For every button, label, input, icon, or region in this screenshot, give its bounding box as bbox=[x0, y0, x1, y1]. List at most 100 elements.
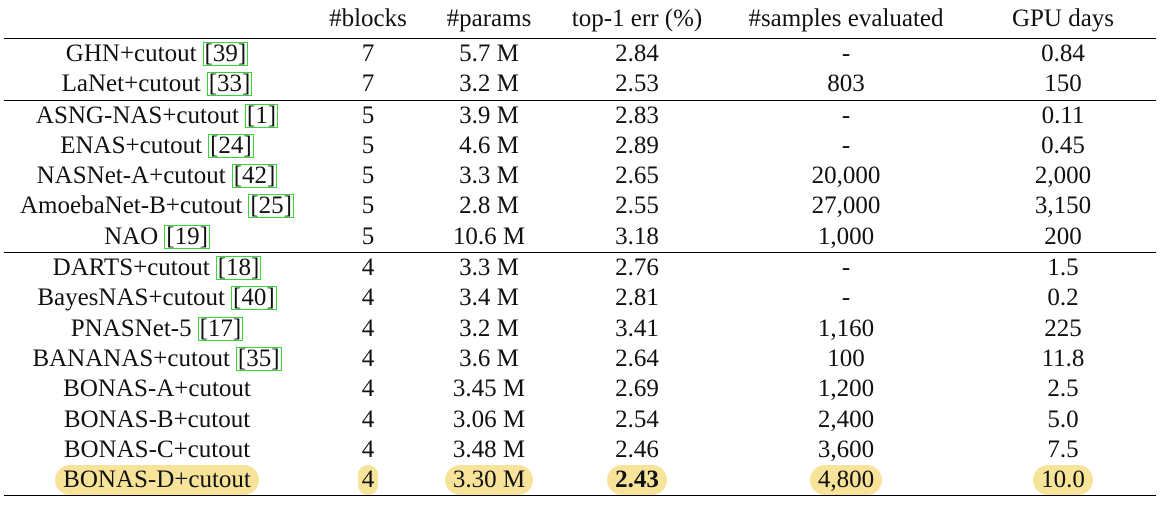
table-row: BONAS-B+cutout 4 3.06 M 2.54 2,400 5.0 bbox=[4, 405, 1156, 435]
params-cell: 3.2 M bbox=[459, 70, 519, 98]
citation-link[interactable]: [25] bbox=[248, 192, 295, 220]
method-name: BONAS-C+cutout bbox=[63, 435, 251, 463]
blocks-cell: 5 bbox=[361, 192, 375, 220]
gpu-cell: 150 bbox=[1044, 70, 1082, 98]
method-cell: DARTS+cutout [18] bbox=[4, 252, 310, 284]
citation-link[interactable]: [42] bbox=[231, 162, 278, 190]
highlighted-method-name: BONAS-D+cutout bbox=[55, 465, 259, 496]
err-cell: 3.41 bbox=[615, 314, 659, 342]
citation-link[interactable]: [35] bbox=[235, 344, 282, 372]
citation-link[interactable]: [24] bbox=[208, 131, 254, 159]
samples-cell: 27,000 bbox=[811, 192, 881, 220]
citation-link[interactable]: [33] bbox=[206, 70, 253, 98]
citation-link[interactable]: [19] bbox=[164, 222, 210, 250]
table-row: PNASNet-5 [17] 4 3.2 M 3.41 1,160 225 bbox=[4, 314, 1156, 344]
method-cell: PNASNet-5 [17] bbox=[4, 314, 310, 344]
table-row: AmoebaNet-B+cutout [25] 5 2.8 M 2.55 27,0… bbox=[4, 191, 1156, 221]
gpu-cell: 2,000 bbox=[1034, 162, 1092, 190]
params-cell: 3.30 M bbox=[426, 465, 552, 497]
params-cell: 3.48 M bbox=[452, 435, 526, 463]
table-row: ASNG-NAS+cutout [1] 5 3.9 M 2.83 - 0.11 bbox=[4, 99, 1156, 131]
gpu-cell: 10.0 bbox=[970, 465, 1156, 497]
method-cell: BONAS-C+cutout bbox=[4, 435, 310, 465]
citation-link[interactable]: [18] bbox=[215, 254, 262, 282]
gpu-cell: 5.0 bbox=[1047, 405, 1079, 433]
method-cell: BONAS-D+cutout bbox=[4, 465, 310, 497]
method-cell: BANANAS+cutout [35] bbox=[4, 344, 310, 374]
samples-cell: - bbox=[841, 131, 851, 159]
method-name: BayesNAS+cutout bbox=[37, 284, 226, 312]
header-top1-err: top-1 err (%) bbox=[552, 0, 722, 39]
citation-link[interactable]: [17] bbox=[197, 314, 244, 342]
method-cell: LaNet+cutout [33] bbox=[4, 69, 310, 100]
header-gpu-days: GPU days bbox=[970, 0, 1156, 39]
method-name: NASNet-A+cutout bbox=[36, 162, 226, 190]
method-name: NAO bbox=[104, 222, 159, 250]
err-cell: 2.53 bbox=[615, 70, 659, 98]
samples-cell: - bbox=[841, 284, 851, 312]
err-cell: 2.64 bbox=[615, 344, 659, 372]
gpu-cell: 225 bbox=[1044, 314, 1082, 342]
err-cell: 3.18 bbox=[615, 222, 659, 250]
citation-link[interactable]: [39] bbox=[202, 40, 249, 67]
gpu-cell: 2.5 bbox=[1047, 375, 1079, 403]
method-cell: BONAS-B+cutout bbox=[4, 405, 310, 435]
blocks-cell: 4 bbox=[361, 314, 375, 342]
table-row: BONAS-A+cutout 4 3.45 M 2.69 1,200 2.5 bbox=[4, 374, 1156, 404]
method-name: PNASNet-5 bbox=[70, 314, 192, 342]
samples-cell: 2,400 bbox=[817, 405, 875, 433]
method-name: BONAS-B+cutout bbox=[63, 405, 251, 433]
citation-link[interactable]: [40] bbox=[231, 284, 277, 312]
method-name: ENAS+cutout bbox=[60, 131, 203, 159]
params-cell: 3.4 M bbox=[459, 284, 519, 312]
highlighted-blocks: 4 bbox=[357, 465, 379, 496]
method-cell: ENAS+cutout [24] bbox=[4, 131, 310, 161]
table-row: LaNet+cutout [33] 7 3.2 M 2.53 803 150 bbox=[4, 69, 1156, 100]
header-method bbox=[4, 0, 310, 39]
method-name: BONAS-A+cutout bbox=[63, 375, 251, 403]
method-cell: NAO [19] bbox=[4, 222, 310, 253]
gpu-cell: 0.84 bbox=[1041, 40, 1085, 67]
samples-cell: 100 bbox=[827, 344, 865, 372]
highlighted-params: 3.30 M bbox=[444, 465, 534, 496]
blocks-cell: 7 bbox=[361, 70, 375, 98]
table-row: ENAS+cutout [24] 5 4.6 M 2.89 - 0.45 bbox=[4, 131, 1156, 161]
gpu-cell: 1.5 bbox=[970, 252, 1156, 284]
params-cell: 10.6 M bbox=[452, 222, 526, 250]
samples-cell: 20,000 bbox=[811, 162, 881, 190]
blocks-cell: 4 bbox=[361, 435, 375, 463]
params-cell: 3.6 M bbox=[459, 344, 519, 372]
blocks-cell: 5 bbox=[361, 162, 375, 190]
method-cell: ASNG-NAS+cutout [1] bbox=[4, 99, 310, 131]
method-name: DARTS+cutout bbox=[52, 254, 210, 282]
samples-cell: 1,160 bbox=[817, 314, 875, 342]
gpu-cell: 11.8 bbox=[1041, 344, 1085, 372]
table-row: BONAS-C+cutout 4 3.48 M 2.46 3,600 7.5 bbox=[4, 435, 1156, 465]
header-row: #blocks #params top-1 err (%) #samples e… bbox=[4, 0, 1156, 39]
samples-cell: - bbox=[841, 40, 851, 67]
err-cell: 2.43 bbox=[552, 465, 722, 497]
blocks-cell: 4 bbox=[361, 375, 375, 403]
method-name: BANANAS+cutout bbox=[32, 344, 230, 372]
method-cell: BONAS-A+cutout bbox=[4, 374, 310, 404]
method-name: AmoebaNet-B+cutout bbox=[19, 192, 243, 220]
highlighted-gpu: 10.0 bbox=[1033, 465, 1093, 496]
table-row: GHN+cutout [39] 7 5.7 M 2.84 - 0.84 bbox=[4, 39, 1156, 70]
err-cell: 2.76 bbox=[552, 252, 722, 284]
blocks-cell: 4 bbox=[310, 465, 426, 497]
err-cell: 2.46 bbox=[615, 435, 659, 463]
blocks-cell: 5 bbox=[310, 99, 426, 131]
samples-cell: 4,800 bbox=[722, 465, 970, 497]
err-cell: 2.81 bbox=[615, 284, 659, 312]
params-cell: 4.6 M bbox=[459, 131, 519, 159]
gpu-cell: 200 bbox=[1044, 222, 1082, 250]
err-cell: 2.69 bbox=[615, 375, 659, 403]
gpu-cell: 0.45 bbox=[1041, 131, 1085, 159]
citation-link[interactable]: [1] bbox=[244, 101, 279, 129]
gpu-cell: 7.5 bbox=[1047, 435, 1079, 463]
header-samples-evaluated: #samples evaluated bbox=[722, 0, 970, 39]
err-cell: 2.65 bbox=[615, 162, 659, 190]
blocks-cell: 5 bbox=[361, 222, 375, 250]
blocks-cell: 4 bbox=[310, 252, 426, 284]
samples-cell: - bbox=[722, 252, 970, 284]
